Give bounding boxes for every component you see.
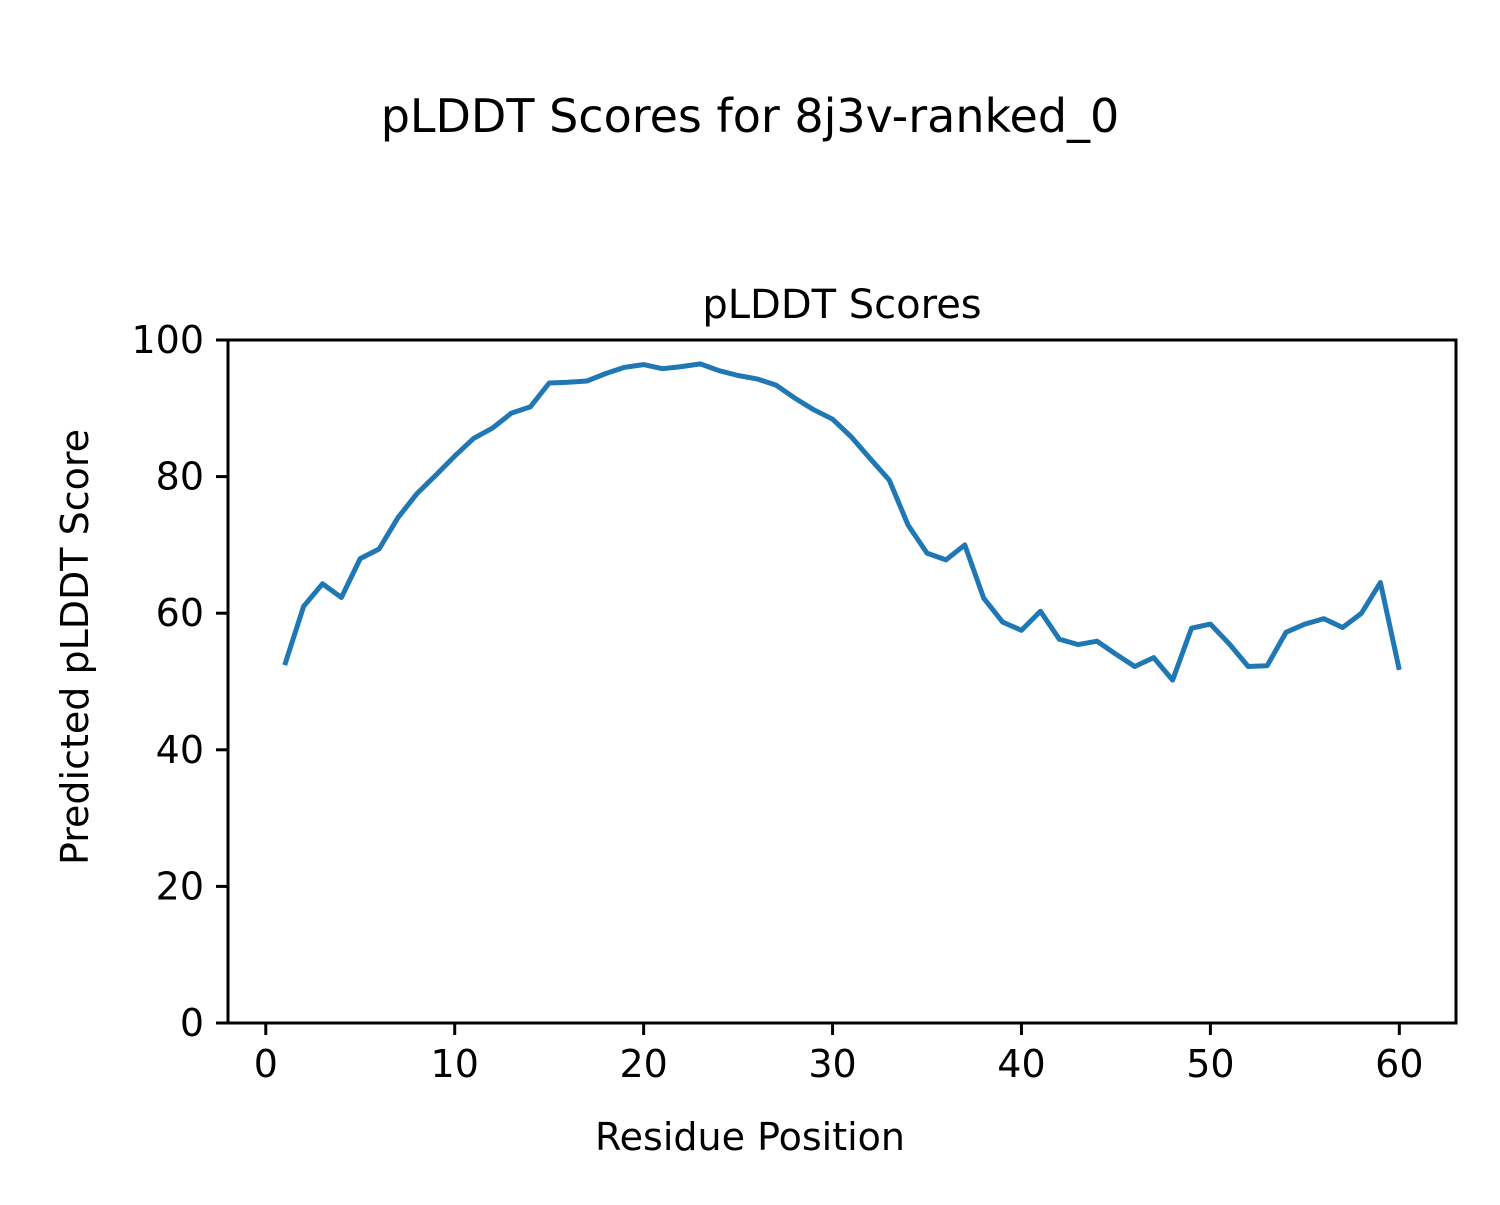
- x-tick-label: 40: [997, 1042, 1045, 1086]
- figure-suptitle: pLDDT Scores for 8j3v-ranked_0: [381, 89, 1120, 143]
- y-tick-label: 100: [131, 318, 204, 362]
- x-tick-label: 0: [254, 1042, 278, 1086]
- plddt-series-line: [282, 361, 1402, 683]
- y-tick-label: 60: [156, 591, 204, 635]
- x-tick-label: 60: [1375, 1042, 1423, 1086]
- y-axis-label: Predicted pLDDT Score: [53, 429, 97, 865]
- x-axis-ticks: 0 10 20 30 40 50 60: [254, 1023, 1424, 1086]
- y-tick-label: 0: [180, 1001, 204, 1045]
- y-tick-label: 80: [156, 455, 204, 499]
- plot-border: [226, 338, 1458, 1025]
- x-axis-label: Residue Position: [595, 1115, 905, 1159]
- x-tick-label: 30: [808, 1042, 856, 1086]
- x-tick-label: 20: [619, 1042, 667, 1086]
- x-tick-label: 50: [1186, 1042, 1234, 1086]
- x-tick-label: 10: [431, 1042, 479, 1086]
- y-tick-label: 20: [156, 864, 204, 908]
- y-tick-label: 40: [156, 728, 204, 772]
- y-axis-ticks: 0 20 40 60 80 100: [131, 318, 228, 1045]
- axes-title: pLDDT Scores: [702, 282, 981, 328]
